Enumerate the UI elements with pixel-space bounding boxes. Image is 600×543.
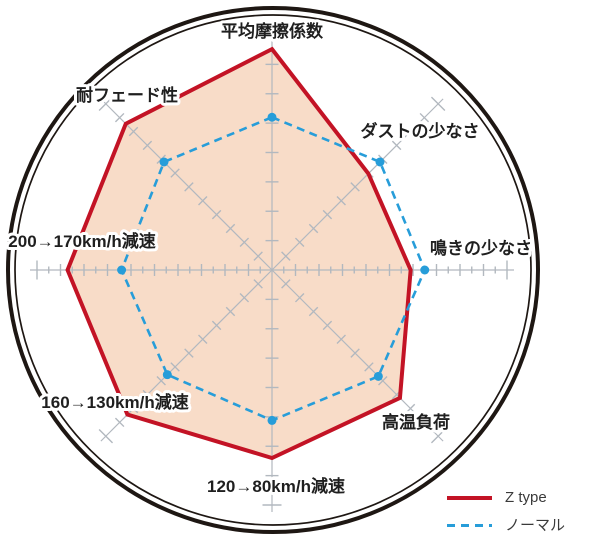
axis-tick [98,428,114,444]
legend: Z type ノーマル [447,490,565,533]
axis-tick [364,362,374,372]
axis-tick [98,96,114,112]
axis-tick [281,279,291,289]
normal-vertex-dot [373,371,383,381]
outer-ring [6,6,540,534]
legend-item-z-type: Z type [447,490,565,505]
axis-tick [430,428,446,444]
axis-label-4: 120→80km/h減速 [207,476,345,496]
axis-tick [391,140,402,151]
axis-tick [128,403,139,414]
axis-label-0: 平均摩擦係数 [221,21,324,41]
z-type-line-swatch [447,495,492,500]
axis-tick [322,320,333,331]
axis-tick [198,196,208,206]
normal-vertex-dot [117,265,127,275]
axis-tick [198,334,208,344]
axis-tick [211,209,222,220]
axis-line-5 [100,269,273,442]
axis-tick [336,196,346,206]
normal-vertex-dot [420,265,430,275]
axis-tick [336,334,346,344]
axis-tick [170,362,180,372]
z-type-outline [65,46,413,461]
normal-vertex-dot [267,112,277,122]
axis-tick [322,209,333,220]
axis-tick [419,417,430,428]
axis-tick [350,348,360,358]
axis-tick [184,182,194,192]
axis-tick [281,251,291,261]
axis-tick [350,182,360,192]
legend-label-z-type: Z type [505,489,547,506]
axis-tick [156,376,166,386]
axis-tick [405,126,416,137]
axis-tick [225,306,236,317]
axis-tick [405,403,416,414]
inner-ring [14,14,532,526]
axis-label-1: ダストの少なさ [361,121,480,141]
legend-label-normal: ノーマル [505,517,566,534]
normal-vertex-dot [375,157,385,167]
axis-tick [253,279,263,289]
axis-label-3: 高温負荷 [382,412,450,432]
axis-line-1 [271,98,444,271]
axis-tick [419,112,430,123]
axis-tick [430,96,446,112]
axis-tick [225,223,236,234]
axis-line-3 [271,269,444,442]
axis-label-2: 鳴きの少なさ [430,238,532,258]
axis-label-5: 160→130km/h減速 [41,392,188,412]
axis-tick [253,251,263,261]
axis-tick [142,389,153,400]
axis-tick [378,376,388,386]
axis-tick [128,126,139,137]
axes [30,28,514,512]
axis-line-7 [100,98,273,271]
axis-tick [170,168,180,178]
legend-item-normal: ノーマル [447,518,565,533]
axis-tick [294,292,305,303]
normal-line-swatch [447,523,492,528]
normal-vertex-dot [159,157,169,167]
axis-tick [211,320,222,331]
normal-vertex-dot [267,415,277,425]
axis-tick [308,223,319,234]
normal-vertex-dot [162,370,172,380]
axis-label-6: 200→170km/h減速 [8,231,155,251]
axis-tick [239,237,250,248]
axis-tick [184,348,194,358]
axis-tick [114,112,125,123]
axis-tick [114,417,125,428]
axis-tick [294,237,305,248]
axis-tick [142,140,153,151]
axis-tick [308,306,319,317]
axis-tick [239,292,250,303]
axis-label-7: 耐フェード性 [76,85,178,105]
